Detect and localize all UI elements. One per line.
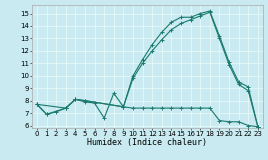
X-axis label: Humidex (Indice chaleur): Humidex (Indice chaleur) [87, 138, 207, 147]
